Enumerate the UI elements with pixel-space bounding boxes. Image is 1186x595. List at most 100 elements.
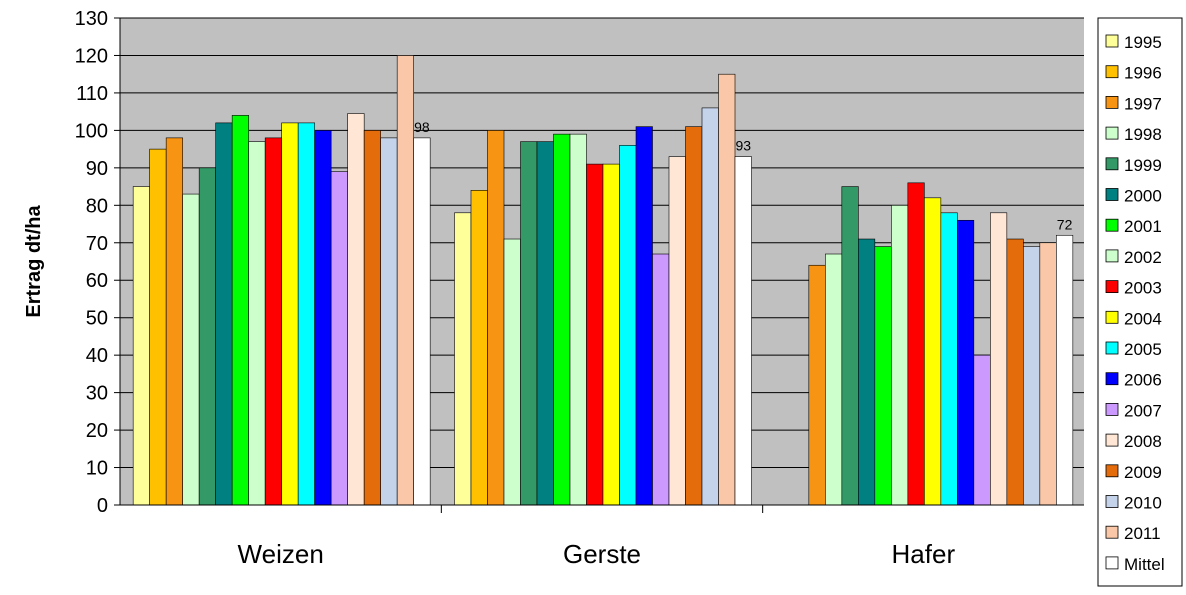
legend-entry: 2009 [1124, 463, 1162, 482]
legend-entry: 2003 [1124, 279, 1162, 298]
bar-1997-Weizen [165, 137, 183, 506]
bar-2002-Hafer [891, 205, 909, 506]
y-tick-label: 90 [86, 158, 108, 180]
legend-box [1097, 17, 1183, 587]
y-tick-label: 100 [75, 120, 108, 142]
bars: 98 93 72 [132, 55, 1074, 506]
y-tick-label: 10 [86, 458, 108, 480]
legend-swatch [1105, 34, 1119, 48]
bar-Mittel-Hafer [1056, 234, 1074, 506]
bar-2003-Hafer [907, 182, 925, 506]
legend: 1995 1996 1997 1998 1999 2000 2001 2002 2003 2004… [1097, 17, 1183, 587]
bar-1995-Gerste [454, 212, 472, 506]
legend-swatch [1105, 372, 1119, 386]
bar-2002-Weizen [248, 141, 266, 506]
bar-1997-Hafer [808, 264, 826, 506]
x-category-label: Hafer [892, 539, 956, 569]
x-category-label: Weizen [238, 539, 324, 569]
legend-swatch [1105, 495, 1119, 508]
y-tick-label: 120 [75, 45, 108, 67]
bar-Mittel-Gerste [734, 156, 752, 506]
bar-2011-Hafer [1039, 242, 1057, 506]
bar-1999-Hafer [841, 186, 859, 506]
bar-2009-Weizen [363, 130, 381, 506]
bar-2004-Weizen [281, 122, 299, 506]
legend-entry: 2005 [1124, 340, 1162, 359]
bar-2005-Hafer [940, 212, 958, 506]
bar-2010-Hafer [1023, 246, 1041, 506]
legend-entry: 1998 [1124, 125, 1162, 144]
y-tick-label: 40 [86, 345, 108, 367]
bar-2001-Hafer [874, 246, 892, 506]
bar-2000-Gerste [536, 141, 554, 506]
bar-2010-Gerste [701, 107, 719, 506]
bar-2006-Weizen [314, 130, 332, 506]
bar-2009-Gerste [685, 126, 703, 506]
legend-entry: Mittel [1124, 555, 1165, 574]
legend-swatch [1105, 96, 1119, 109]
bar-2007-Weizen [330, 171, 348, 506]
legend-swatch [1105, 525, 1119, 539]
bar-2010-Weizen [380, 137, 398, 506]
bar-2006-Gerste [635, 126, 653, 506]
data-label: 93 [735, 138, 751, 154]
y-tick-label: 50 [86, 308, 108, 330]
y-tick-label: 20 [86, 420, 108, 442]
bar-2001-Gerste [553, 133, 571, 506]
bar-2008-Gerste [668, 156, 686, 506]
legend-entry: 1995 [1124, 33, 1162, 52]
x-category-label: Gerste [563, 539, 641, 569]
legend-swatch [1105, 157, 1119, 171]
bar-2011-Gerste [718, 73, 736, 506]
bar-2005-Gerste [619, 145, 637, 506]
data-label: 72 [1057, 216, 1073, 232]
bar-1999-Gerste [520, 141, 538, 506]
legend-entry: 2008 [1124, 432, 1162, 451]
bar-1998-Hafer [825, 253, 843, 506]
y-tick-label: 110 [76, 83, 108, 105]
legend-entry: 2001 [1124, 217, 1162, 236]
legend-entry: 2002 [1124, 248, 1162, 267]
legend-swatch [1105, 341, 1119, 355]
bar-1999-Weizen [198, 167, 216, 506]
bar-2007-Gerste [652, 253, 670, 506]
legend-swatch [1105, 433, 1119, 447]
data-label: 98 [414, 119, 430, 135]
legend-swatch [1105, 218, 1119, 232]
y-tick-label: 30 [86, 383, 108, 405]
bar-2006-Hafer [957, 219, 975, 506]
legend-entry: 2010 [1124, 494, 1162, 513]
y-axis-title: Ertrag dt/ha [23, 205, 45, 318]
y-tick-label: 130 [75, 8, 108, 30]
bar-1996-Gerste [470, 190, 488, 506]
axes: 0 10 20 30 40 50 60 70 80 90 100 110 120 130 Weizen Ger… [75, 8, 1084, 569]
legend-swatch [1105, 280, 1119, 294]
y-tick-label: 60 [86, 270, 108, 292]
bar-2004-Gerste [602, 163, 620, 506]
legend-entry: 2000 [1124, 187, 1162, 206]
bar-2003-Weizen [264, 137, 282, 506]
legend-swatch [1105, 310, 1119, 324]
bar-1998-Weizen [182, 193, 200, 506]
legend-swatch [1105, 126, 1119, 140]
y-tick-label: 70 [86, 233, 108, 255]
legend-entry: 1997 [1124, 94, 1162, 113]
legend-swatch [1105, 464, 1119, 478]
legend-entry: 2006 [1124, 371, 1162, 390]
bar-1998-Gerste [503, 238, 521, 506]
legend-swatch [1105, 249, 1119, 263]
legend-entry: 2004 [1124, 309, 1162, 328]
bar-2009-Hafer [1006, 238, 1024, 506]
y-tick-label: 80 [86, 195, 108, 217]
legend-entry: 2007 [1124, 401, 1162, 420]
bar-2008-Hafer [990, 212, 1008, 506]
legend-swatch [1105, 556, 1119, 570]
legend-entry: 1996 [1124, 64, 1162, 83]
bar-1995-Weizen [132, 186, 150, 506]
y-tick-label: 0 [97, 495, 108, 517]
bar-2002-Gerste [569, 133, 587, 506]
bar-Mittel-Weizen [413, 137, 431, 506]
legend-entry: 1999 [1124, 156, 1162, 175]
